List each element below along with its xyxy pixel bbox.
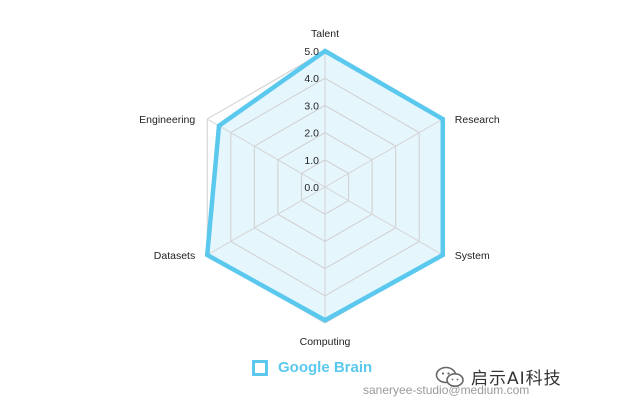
tick-label-2: 2.0 (304, 128, 319, 140)
tick-label-3: 3.0 (304, 100, 319, 112)
tick-label-4: 4.0 (304, 73, 319, 85)
axis-label-system: System (455, 250, 490, 262)
tick-label-0: 0.0 (304, 182, 319, 194)
legend-label: Google Brain (278, 359, 373, 376)
axis-label-computing: Computing (300, 336, 351, 348)
axis-label-talent: Talent (311, 28, 339, 40)
axis-spoke-4 (206, 186, 326, 256)
legend-swatch (252, 359, 268, 376)
credit-text: saneryee-studio@medium.com (363, 383, 530, 397)
tick-label-5: 5.0 (304, 46, 319, 58)
axis-spoke-1 (324, 118, 444, 188)
tick-label-1: 1.0 (304, 155, 319, 167)
watermark-text: 启示AI科技 (471, 369, 562, 389)
wechat-icon (435, 366, 464, 387)
radar-chart: 0.0 1.0 2.0 3.0 4.0 5.0 Talent Research System Co… (139, 28, 500, 348)
axis-label-research: Research (455, 114, 500, 126)
axis-spoke-5 (206, 118, 326, 188)
series-line-0 (204, 48, 446, 323)
axis-label-engineering: Engineering (139, 114, 195, 126)
legend[interactable]: Google Brain (252, 359, 372, 376)
watermark: 启示AI科技 (435, 364, 562, 389)
axis-label-datasets: Datasets (154, 250, 195, 262)
axis-spoke-2 (324, 186, 444, 256)
